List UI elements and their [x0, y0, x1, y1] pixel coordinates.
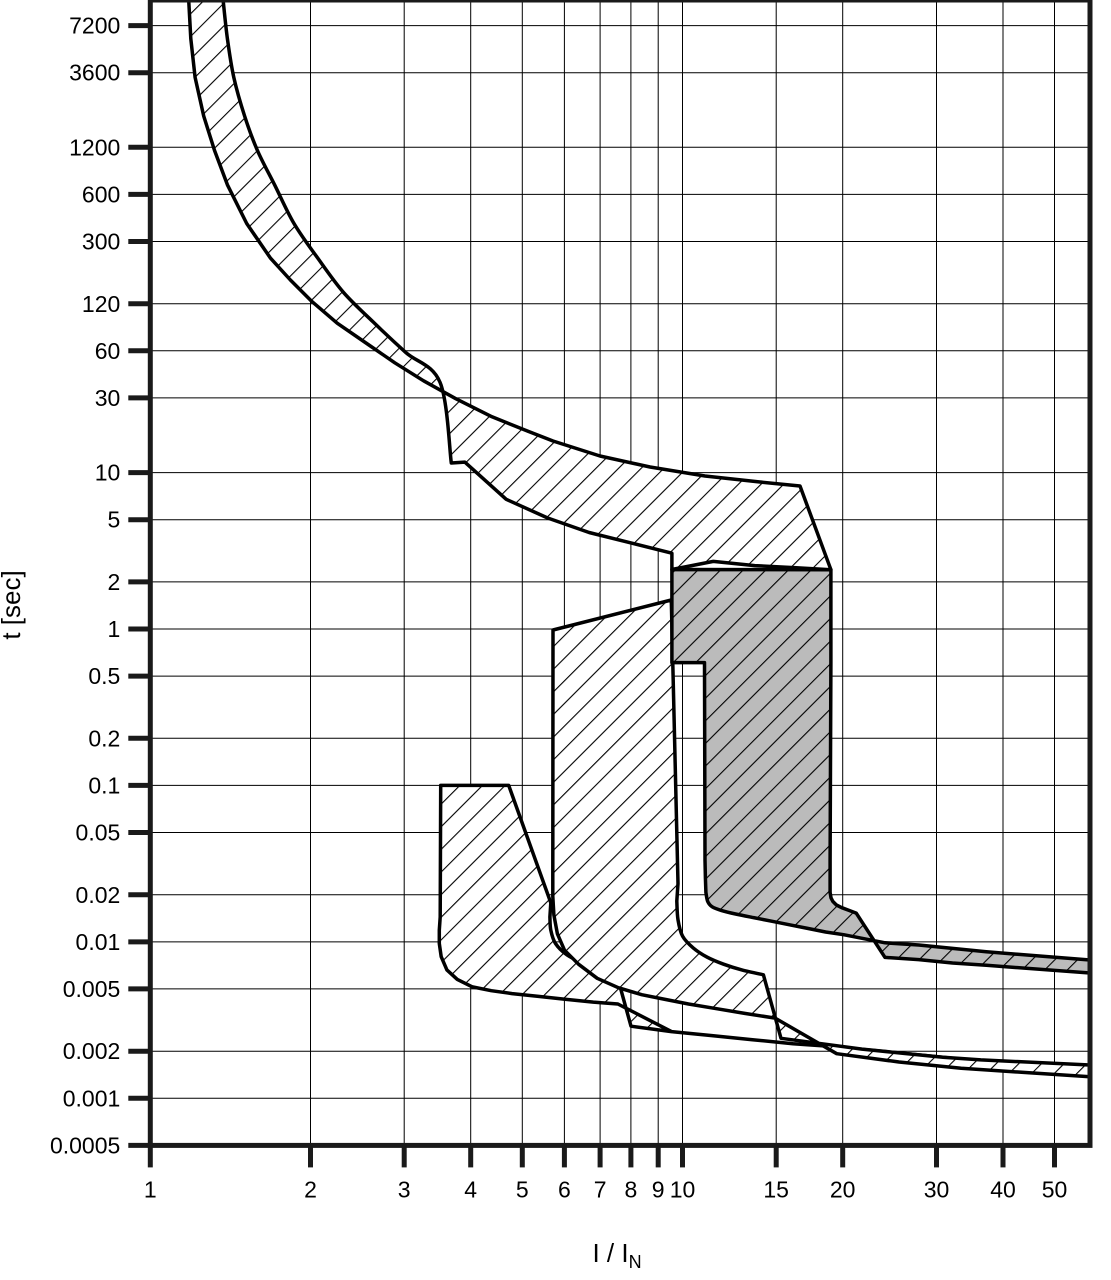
svg-text:0.02: 0.02 — [76, 882, 121, 908]
svg-text:2: 2 — [108, 569, 121, 595]
svg-text:10: 10 — [95, 460, 121, 486]
svg-text:4: 4 — [464, 1176, 477, 1202]
svg-text:60: 60 — [95, 338, 121, 364]
svg-text:1200: 1200 — [69, 134, 120, 160]
svg-text:3: 3 — [398, 1176, 411, 1202]
svg-text:0.005: 0.005 — [63, 976, 121, 1002]
svg-text:10: 10 — [670, 1176, 696, 1202]
svg-text:30: 30 — [924, 1176, 950, 1202]
svg-text:3600: 3600 — [69, 60, 120, 86]
svg-text:7200: 7200 — [69, 13, 120, 39]
svg-text:50: 50 — [1042, 1176, 1068, 1202]
svg-text:40: 40 — [990, 1176, 1016, 1202]
svg-text:9: 9 — [652, 1176, 665, 1202]
svg-text:7: 7 — [594, 1176, 607, 1202]
svg-text:120: 120 — [82, 291, 120, 317]
svg-text:8: 8 — [625, 1176, 638, 1202]
svg-text:1: 1 — [144, 1176, 157, 1202]
svg-text:0.5: 0.5 — [88, 663, 120, 689]
svg-text:0.05: 0.05 — [76, 820, 121, 846]
svg-text:30: 30 — [95, 385, 121, 411]
svg-text:0.002: 0.002 — [63, 1038, 121, 1064]
svg-text:0.2: 0.2 — [88, 725, 120, 751]
svg-text:1: 1 — [108, 616, 121, 642]
svg-text:5: 5 — [108, 507, 121, 533]
svg-text:5: 5 — [516, 1176, 529, 1202]
svg-text:0.1: 0.1 — [88, 772, 120, 798]
svg-text:0.01: 0.01 — [76, 929, 121, 955]
svg-text:600: 600 — [82, 181, 120, 207]
svg-text:15: 15 — [763, 1176, 789, 1202]
svg-text:0.001: 0.001 — [63, 1085, 121, 1111]
svg-text:t [sec]: t [sec] — [0, 570, 26, 639]
svg-text:300: 300 — [82, 229, 120, 255]
svg-text:2: 2 — [304, 1176, 317, 1202]
svg-text:0.0005: 0.0005 — [50, 1132, 120, 1158]
svg-text:20: 20 — [830, 1176, 856, 1202]
svg-text:6: 6 — [558, 1176, 571, 1202]
